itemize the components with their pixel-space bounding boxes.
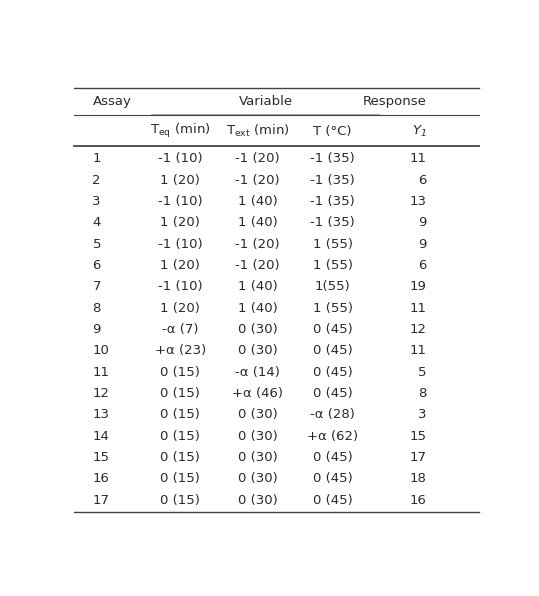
Text: -1 (35): -1 (35) xyxy=(310,152,355,165)
Text: 0 (15): 0 (15) xyxy=(160,387,200,400)
Text: 0 (15): 0 (15) xyxy=(160,472,200,485)
Text: 9: 9 xyxy=(418,238,427,250)
Text: 1 (55): 1 (55) xyxy=(313,259,353,272)
Text: 16: 16 xyxy=(93,472,109,485)
Text: -1 (20): -1 (20) xyxy=(235,238,280,250)
Text: 0 (30): 0 (30) xyxy=(238,451,277,464)
Text: 0 (45): 0 (45) xyxy=(313,344,353,357)
Text: -α (28): -α (28) xyxy=(310,408,355,421)
Text: 0 (15): 0 (15) xyxy=(160,430,200,443)
Text: 6: 6 xyxy=(93,259,101,272)
Text: -α (7): -α (7) xyxy=(162,323,198,336)
Text: 11: 11 xyxy=(410,344,427,357)
Text: -1 (35): -1 (35) xyxy=(310,216,355,229)
Text: 1 (40): 1 (40) xyxy=(238,302,277,315)
Text: 19: 19 xyxy=(410,280,427,293)
Text: 13: 13 xyxy=(410,195,427,208)
Text: 0 (45): 0 (45) xyxy=(313,387,353,400)
Text: $Y_\mathregular{1}$: $Y_\mathregular{1}$ xyxy=(412,123,427,139)
Text: -1 (35): -1 (35) xyxy=(310,173,355,187)
Text: 17: 17 xyxy=(410,451,427,464)
Text: 0 (15): 0 (15) xyxy=(160,365,200,378)
Text: 1 (55): 1 (55) xyxy=(313,302,353,315)
Text: 18: 18 xyxy=(410,472,427,485)
Text: +α (46): +α (46) xyxy=(232,387,283,400)
Text: 16: 16 xyxy=(410,493,427,507)
Text: 0 (45): 0 (45) xyxy=(313,493,353,507)
Text: 0 (15): 0 (15) xyxy=(160,408,200,421)
Text: -1 (20): -1 (20) xyxy=(235,173,280,187)
Text: 1 (20): 1 (20) xyxy=(160,259,200,272)
Text: 17: 17 xyxy=(93,493,109,507)
Text: T (°C): T (°C) xyxy=(313,125,352,138)
Text: 1 (40): 1 (40) xyxy=(238,195,277,208)
Text: 1 (20): 1 (20) xyxy=(160,216,200,229)
Text: 6: 6 xyxy=(418,259,427,272)
Text: 11: 11 xyxy=(93,365,109,378)
Text: 0 (30): 0 (30) xyxy=(238,408,277,421)
Text: 0 (45): 0 (45) xyxy=(313,323,353,336)
Text: 8: 8 xyxy=(418,387,427,400)
Text: 0 (30): 0 (30) xyxy=(238,493,277,507)
Text: 1 (20): 1 (20) xyxy=(160,173,200,187)
Text: 8: 8 xyxy=(93,302,101,315)
Text: -1 (10): -1 (10) xyxy=(158,152,203,165)
Text: 15: 15 xyxy=(93,451,109,464)
Text: 2: 2 xyxy=(93,173,101,187)
Text: 5: 5 xyxy=(418,365,427,378)
Text: 1 (40): 1 (40) xyxy=(238,216,277,229)
Text: 0 (30): 0 (30) xyxy=(238,430,277,443)
Text: 7: 7 xyxy=(93,280,101,293)
Text: -1 (35): -1 (35) xyxy=(310,195,355,208)
Text: 12: 12 xyxy=(410,323,427,336)
Text: 11: 11 xyxy=(410,152,427,165)
Text: Response: Response xyxy=(363,95,427,108)
Text: 0 (30): 0 (30) xyxy=(238,323,277,336)
Text: 3: 3 xyxy=(418,408,427,421)
Text: 5: 5 xyxy=(93,238,101,250)
Text: -1 (10): -1 (10) xyxy=(158,280,203,293)
Text: T$_\mathregular{ext}$ (min): T$_\mathregular{ext}$ (min) xyxy=(225,123,289,139)
Text: Assay: Assay xyxy=(93,95,132,108)
Text: +α (23): +α (23) xyxy=(155,344,206,357)
Text: Variable: Variable xyxy=(239,95,293,108)
Text: T$_\mathregular{eq}$ (min): T$_\mathregular{eq}$ (min) xyxy=(150,122,210,140)
Text: +α (62): +α (62) xyxy=(307,430,358,443)
Text: 14: 14 xyxy=(93,430,109,443)
Text: -1 (10): -1 (10) xyxy=(158,238,203,250)
Text: 1(55): 1(55) xyxy=(315,280,350,293)
Text: 3: 3 xyxy=(93,195,101,208)
Text: 1 (20): 1 (20) xyxy=(160,302,200,315)
Text: -1 (20): -1 (20) xyxy=(235,259,280,272)
Text: 0 (45): 0 (45) xyxy=(313,472,353,485)
Text: 9: 9 xyxy=(93,323,101,336)
Text: -1 (10): -1 (10) xyxy=(158,195,203,208)
Text: 1 (40): 1 (40) xyxy=(238,280,277,293)
Text: 4: 4 xyxy=(93,216,101,229)
Text: 0 (45): 0 (45) xyxy=(313,451,353,464)
Text: 0 (30): 0 (30) xyxy=(238,472,277,485)
Text: 1: 1 xyxy=(93,152,101,165)
Text: 0 (15): 0 (15) xyxy=(160,493,200,507)
Text: 0 (30): 0 (30) xyxy=(238,344,277,357)
Text: 0 (15): 0 (15) xyxy=(160,451,200,464)
Text: 9: 9 xyxy=(418,216,427,229)
Text: -1 (20): -1 (20) xyxy=(235,152,280,165)
Text: 10: 10 xyxy=(93,344,109,357)
Text: 6: 6 xyxy=(418,173,427,187)
Text: 15: 15 xyxy=(410,430,427,443)
Text: -α (14): -α (14) xyxy=(235,365,280,378)
Text: 12: 12 xyxy=(93,387,109,400)
Text: 1 (55): 1 (55) xyxy=(313,238,353,250)
Text: 0 (45): 0 (45) xyxy=(313,365,353,378)
Text: 11: 11 xyxy=(410,302,427,315)
Text: 13: 13 xyxy=(93,408,109,421)
